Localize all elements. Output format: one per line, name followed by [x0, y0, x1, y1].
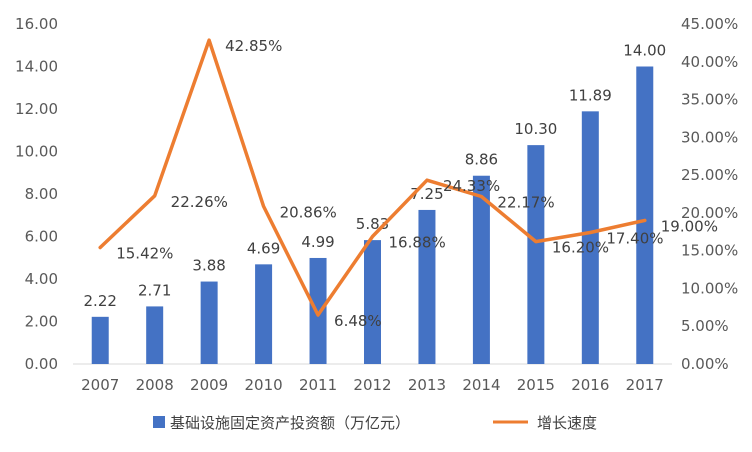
- growth-line: [98, 38, 647, 317]
- x-tick-label: 2013: [408, 376, 446, 394]
- line-data-label: 17.40%: [606, 230, 663, 248]
- bar: [146, 306, 164, 364]
- y-left-tick-label: 16.00: [15, 15, 58, 33]
- legend-bar-swatch: [153, 416, 165, 428]
- line-data-label: 16.88%: [389, 233, 446, 251]
- y-left-tick-label: 14.00: [15, 58, 58, 76]
- x-tick-label: 2017: [626, 376, 664, 394]
- y-right-tick-label: 25.00%: [681, 166, 738, 184]
- x-tick-label: 2015: [517, 376, 555, 394]
- line-data-labels: 15.42% 22.26% 42.85% 20.86% 6.48% 16.88% 24.33…: [116, 37, 718, 330]
- line-data-label: 6.48%: [334, 312, 382, 330]
- x-axis: 2007 2008 2009 2010 2011 2012 2013 2014 2015 2016…: [81, 376, 664, 394]
- bar: [91, 316, 109, 364]
- bar-series: [91, 66, 654, 365]
- line-data-label: 42.85%: [225, 37, 282, 55]
- bar: [472, 175, 490, 364]
- line-data-label: 19.00%: [661, 217, 718, 235]
- y-right-tick-label: 15.00%: [681, 242, 738, 260]
- bar-data-label: 11.89: [569, 86, 612, 104]
- y-left-tick-label: 12.00: [15, 100, 58, 118]
- y-axis-left: 0.00 2.00 4.00 6.00 8.00 10.00 12.00 14.00 16.00: [15, 15, 58, 373]
- x-tick-label: 2008: [136, 376, 174, 394]
- x-tick-label: 2011: [299, 376, 337, 394]
- bar-data-label: 4.99: [301, 233, 334, 251]
- line-data-label: 20.86%: [280, 203, 337, 221]
- legend-bar-label: 基础设施固定资产投资额（万亿元）: [170, 414, 410, 432]
- y-right-tick-label: 10.00%: [681, 279, 738, 297]
- y-axis-right: 0.00% 5.00% 10.00% 15.00% 20.00% 25.00% 30.00%…: [681, 15, 738, 373]
- bar: [527, 145, 545, 364]
- y-right-tick-label: 0.00%: [681, 355, 729, 373]
- x-tick-label: 2012: [353, 376, 391, 394]
- bar-data-label: 2.22: [84, 292, 117, 310]
- bar-data-label: 3.88: [192, 257, 225, 275]
- legend-line-label: 增长速度: [537, 414, 597, 432]
- bar: [255, 264, 273, 364]
- y-right-tick-label: 40.00%: [681, 53, 738, 71]
- line-data-label: 22.17%: [497, 193, 554, 211]
- x-tick-label: 2010: [244, 376, 282, 394]
- x-tick-label: 2007: [81, 376, 119, 394]
- bar-data-label: 4.69: [247, 239, 280, 257]
- bar-data-label: 2.71: [138, 281, 171, 299]
- y-right-tick-label: 30.00%: [681, 128, 738, 146]
- bar-data-label: 8.86: [465, 151, 498, 169]
- y-right-tick-label: 45.00%: [681, 15, 738, 33]
- bar: [200, 281, 218, 364]
- line-data-label: 24.33%: [443, 177, 500, 195]
- y-right-tick-label: 35.00%: [681, 91, 738, 109]
- bar-data-labels: 2.222.713.884.69 4.995.837.258.8610.3011.…: [84, 42, 667, 310]
- bar-data-label: 10.30: [514, 120, 557, 138]
- y-left-tick-label: 6.00: [25, 228, 58, 246]
- y-right-tick-label: 5.00%: [681, 317, 729, 335]
- y-left-tick-label: 4.00: [25, 270, 58, 288]
- line-data-label: 16.20%: [552, 239, 609, 257]
- y-left-tick-label: 0.00: [25, 355, 58, 373]
- bar: [636, 66, 654, 364]
- legend: 基础设施固定资产投资额（万亿元） 增长速度: [153, 414, 597, 432]
- y-left-tick-label: 8.00: [25, 185, 58, 203]
- y-left-tick-label: 10.00: [15, 143, 58, 161]
- line-data-label: 22.26%: [171, 193, 228, 211]
- x-tick-label: 2014: [462, 376, 500, 394]
- line-data-label: 15.42%: [116, 244, 173, 262]
- bar: [581, 111, 599, 365]
- bar-data-label: 14.00: [623, 42, 666, 60]
- bar: [364, 240, 381, 364]
- x-tick-label: 2009: [190, 376, 228, 394]
- x-tick-label: 2016: [571, 376, 609, 394]
- y-right-tick-label: 20.00%: [681, 204, 738, 222]
- bar: [309, 257, 327, 364]
- y-left-tick-label: 2.00: [25, 313, 58, 331]
- line-series: [98, 38, 647, 317]
- bar: [418, 209, 436, 364]
